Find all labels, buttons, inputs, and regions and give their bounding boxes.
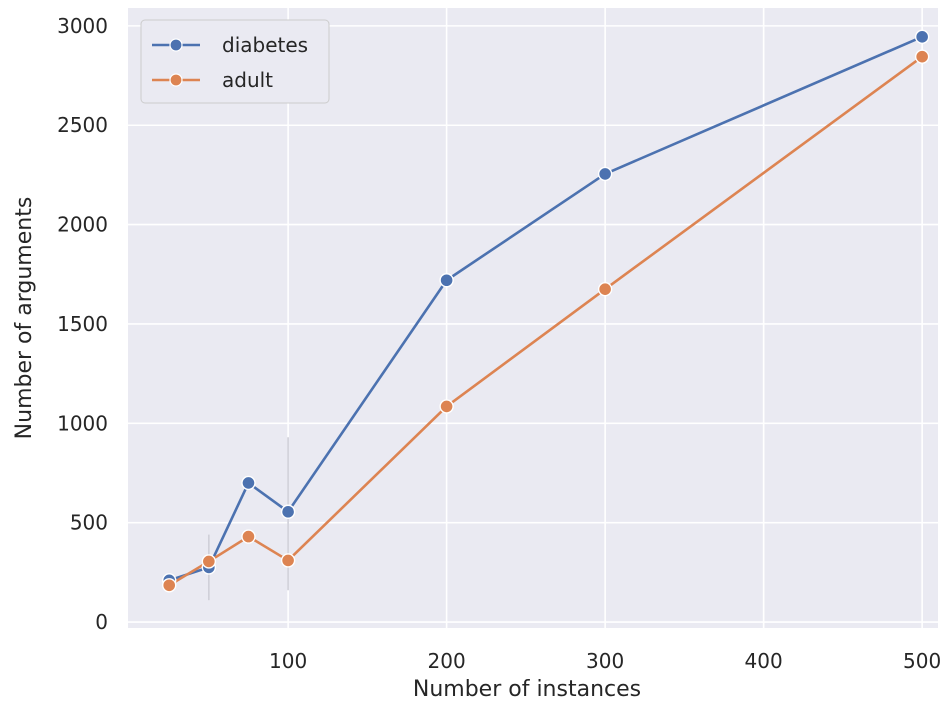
data-point-diabetes: [597, 166, 613, 182]
data-point-adult: [439, 399, 454, 414]
x-tick-label: 300: [586, 649, 624, 673]
y-tick-labels: 0 500 1000 1500 2000 2500 3000: [57, 14, 108, 634]
data-point-diabetes: [241, 475, 256, 491]
legend-label-diabetes: diabetes: [222, 33, 308, 57]
x-tick-label: 100: [269, 649, 307, 673]
data-point-adult: [280, 553, 296, 568]
x-tick-label: 500: [903, 649, 941, 673]
y-tick-label: 500: [70, 511, 108, 535]
gridlines: [128, 8, 938, 628]
data-point-diabetes: [280, 504, 296, 519]
y-tick-label: 3000: [57, 14, 108, 38]
x-axis-label: Number of instances: [413, 677, 641, 700]
data-point-adult: [162, 578, 177, 593]
x-tick-labels: 100 200 300 400 500: [269, 649, 941, 673]
y-tick-label: 1000: [57, 411, 108, 435]
data-point-diabetes: [439, 273, 454, 288]
legend-frame: [140, 19, 330, 104]
data-point-adult: [597, 281, 613, 297]
x-tick-label: 200: [428, 649, 466, 673]
y-tick-label: 2500: [57, 113, 108, 137]
y-tick-label: 0: [95, 610, 108, 634]
y-tick-label: 2000: [57, 213, 108, 237]
legend-marker-adult: [169, 73, 183, 87]
data-point-adult: [241, 529, 256, 544]
x-tick-label: 400: [745, 649, 783, 673]
y-axis-label: Number of arguments: [12, 197, 37, 440]
legend-marker-diabetes: [169, 38, 183, 52]
y-tick-label: 1500: [57, 312, 108, 336]
data-point-adult: [201, 554, 217, 569]
legend-label-adult: adult: [222, 68, 273, 92]
data-point-adult: [914, 49, 930, 64]
series-markers: [162, 29, 930, 593]
legend: diabetes adult: [140, 19, 330, 104]
plot-area: [128, 8, 938, 628]
data-point-diabetes: [914, 29, 930, 45]
